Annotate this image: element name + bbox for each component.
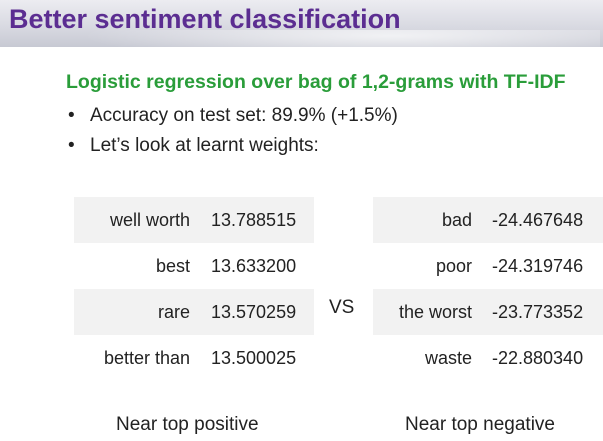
weight-cell: 13.500025 xyxy=(211,348,297,368)
table-row: rare 13.570259 xyxy=(74,289,314,335)
positive-caption: Near top positive xyxy=(116,414,259,435)
table-row: waste -22.880340 xyxy=(373,335,603,381)
weight-cell: -23.773352 xyxy=(492,302,584,322)
ngram-cell: the worst xyxy=(398,302,472,322)
slide-header: Better sentiment classification xyxy=(0,0,603,47)
weight-cell: -24.319746 xyxy=(492,256,584,276)
table-row: better than 13.500025 xyxy=(74,335,314,381)
table-row: the worst -23.773352 xyxy=(373,289,603,335)
weight-cell: 13.788515 xyxy=(211,210,297,230)
table-row: best 13.633200 xyxy=(74,243,314,289)
positive-weights-table: well worth 13.788515 best 13.633200 rare… xyxy=(74,197,314,381)
slide-title: Better sentiment classification xyxy=(9,4,401,34)
weight-cell: 13.633200 xyxy=(211,256,297,276)
slide-subtitle: Logistic regression over bag of 1,2-gram… xyxy=(66,71,566,93)
header-decoration xyxy=(80,30,600,47)
weight-cell: 13.570259 xyxy=(211,302,297,322)
negative-weights-table: bad -24.467648 poor -24.319746 the worst… xyxy=(373,197,603,381)
ngram-cell: best xyxy=(155,256,190,276)
ngram-cell: rare xyxy=(157,302,190,322)
vs-label: VS xyxy=(329,297,355,318)
weight-cell: -22.880340 xyxy=(492,348,584,368)
weight-cell: -24.467648 xyxy=(492,210,584,230)
ngram-cell: waste xyxy=(424,348,472,368)
table-row: bad -24.467648 xyxy=(373,197,603,243)
negative-caption: Near top negative xyxy=(405,414,555,435)
bullet-list: Accuracy on test set: 89.9% (+1.5%) Let’… xyxy=(66,103,398,163)
table-row: poor -24.319746 xyxy=(373,243,603,289)
table-row: well worth 13.788515 xyxy=(74,197,314,243)
ngram-cell: better than xyxy=(103,348,190,368)
ngram-cell: well worth xyxy=(109,210,190,230)
bullet-item-accuracy: Accuracy on test set: 89.9% (+1.5%) xyxy=(66,103,398,133)
bullet-item-weights: Let’s look at learnt weights: xyxy=(66,133,398,163)
ngram-cell: bad xyxy=(441,210,472,230)
ngram-cell: poor xyxy=(435,256,472,276)
